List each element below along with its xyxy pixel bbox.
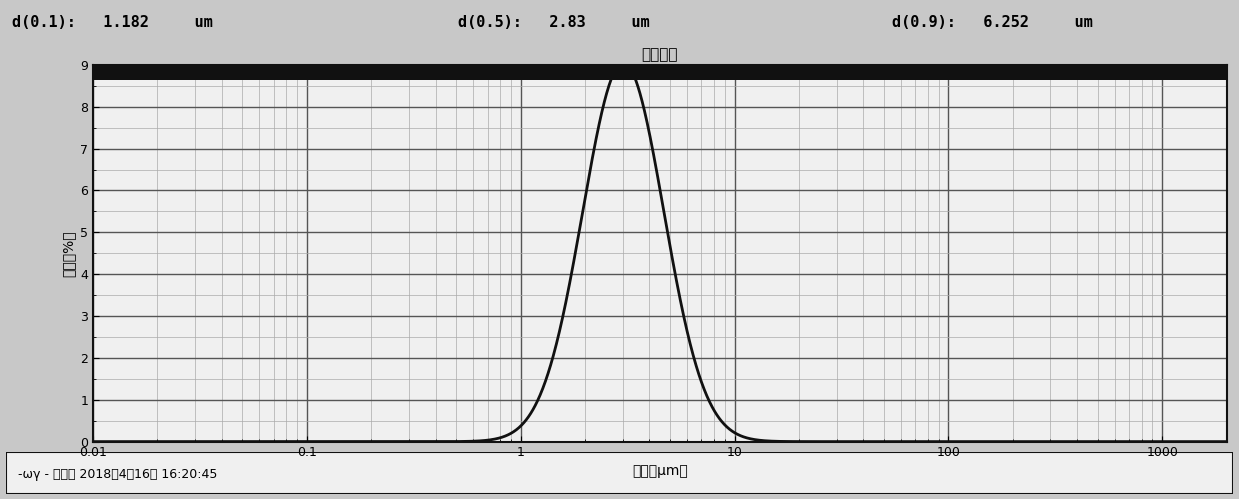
Title: 数度分布: 数度分布	[642, 47, 678, 62]
Text: d(0.9):   6.252     um: d(0.9): 6.252 um	[892, 15, 1093, 30]
Text: d(0.5):   2.83     um: d(0.5): 2.83 um	[458, 15, 650, 30]
Text: -ωγ - 平均， 2018年4月16日 16:20:45: -ωγ - 平均， 2018年4月16日 16:20:45	[19, 469, 218, 482]
Bar	[93, 65, 1227, 80]
Y-axis label: 体积（%）: 体积（%）	[62, 230, 76, 276]
Text: d(0.1):   1.182     um: d(0.1): 1.182 um	[12, 15, 213, 30]
X-axis label: 粒度（μm）: 粒度（μm）	[632, 464, 688, 478]
